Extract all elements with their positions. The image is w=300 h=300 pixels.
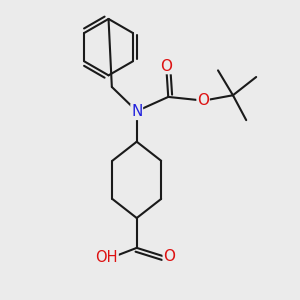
Text: O: O <box>197 93 209 108</box>
Text: O: O <box>163 249 175 264</box>
Text: O: O <box>160 58 172 74</box>
Text: N: N <box>131 104 142 119</box>
Text: OH: OH <box>96 250 118 265</box>
